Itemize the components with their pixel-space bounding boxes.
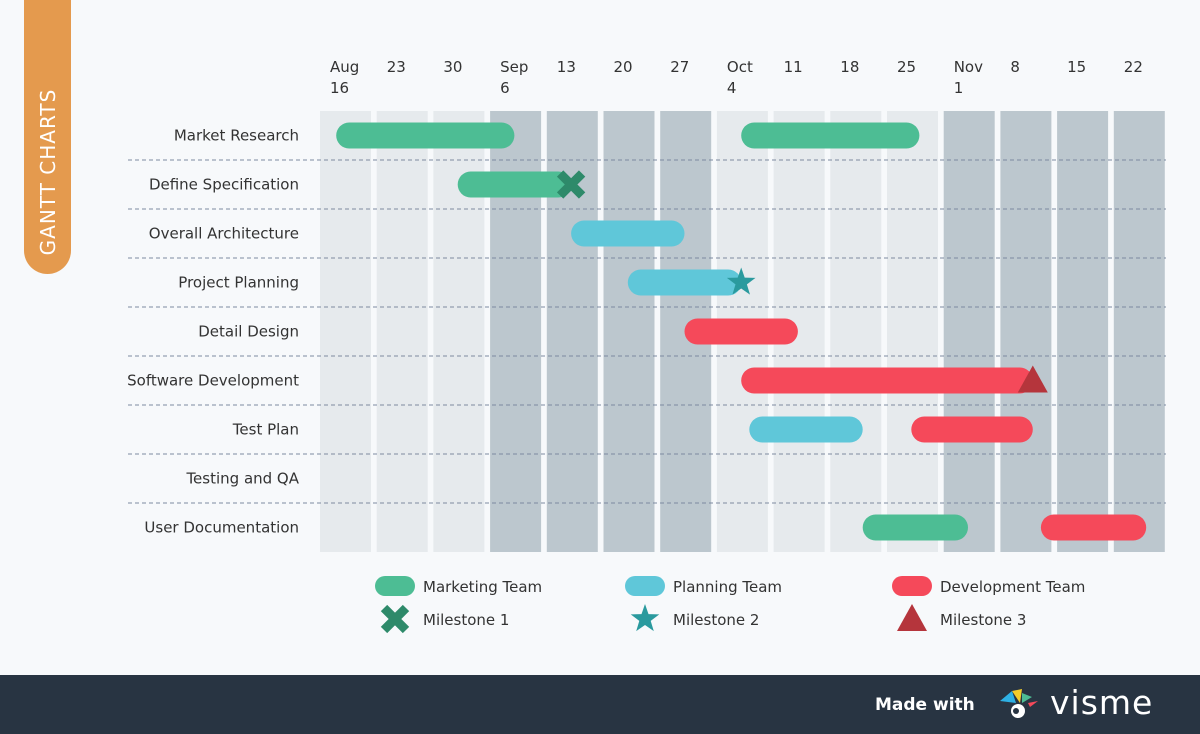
legend-label: Milestone 1 — [423, 611, 509, 629]
task-bar-planning — [749, 416, 863, 443]
milestone-2-star-icon — [630, 604, 660, 632]
week-column — [1057, 111, 1109, 552]
week-column — [830, 111, 882, 552]
legend-label: Development Team — [940, 578, 1085, 596]
legend-label: Planning Team — [673, 578, 782, 596]
week-label: 8 — [1010, 58, 1020, 76]
task-label: Project Planning — [178, 274, 299, 292]
task-bar-development — [741, 367, 1033, 394]
week-label: 13 — [557, 58, 576, 76]
task-label: Testing and QA — [185, 470, 299, 488]
side-tag: GANTT CHARTS — [24, 0, 71, 274]
week-label: 20 — [614, 58, 633, 76]
task-bar-development — [684, 318, 798, 345]
legend-swatch-development — [892, 576, 932, 596]
week-label: Nov — [954, 58, 983, 76]
task-label: Overall Architecture — [149, 225, 299, 243]
week-label: Oct — [727, 58, 753, 76]
task-bar-planning — [627, 269, 742, 296]
legend-swatch-marketing — [375, 576, 415, 596]
task-bar-development — [1040, 514, 1147, 541]
task-label: Software Development — [127, 372, 299, 390]
task-bar-marketing — [741, 122, 920, 149]
task-label: Test Plan — [232, 421, 299, 439]
task-bar-development — [911, 416, 1033, 443]
week-label: 18 — [840, 58, 859, 76]
week-column — [887, 111, 938, 552]
legend-label: Milestone 2 — [673, 611, 759, 629]
task-bar-marketing — [457, 171, 572, 198]
task-label: Define Specification — [149, 176, 299, 194]
made-with-text: Made with — [875, 695, 975, 715]
week-label: 22 — [1124, 58, 1143, 76]
week-label: 23 — [387, 58, 406, 76]
footer: Made with visme — [0, 675, 1200, 734]
week-label: 6 — [500, 79, 510, 97]
legend-label: Milestone 3 — [940, 611, 1026, 629]
week-column — [1000, 111, 1052, 552]
week-column — [603, 111, 655, 552]
task-label: Detail Design — [198, 323, 299, 341]
task-bar-marketing — [336, 122, 515, 149]
week-label: 27 — [670, 58, 689, 76]
week-label: 16 — [330, 79, 349, 97]
milestone-1-x-icon — [556, 170, 586, 199]
legend-swatch-planning — [625, 576, 665, 596]
task-bar-marketing — [862, 514, 968, 541]
brand-name: visme — [1050, 683, 1154, 722]
milestone-3-triangle-icon — [897, 604, 927, 631]
week-column — [943, 111, 995, 552]
task-bar-planning — [571, 220, 685, 247]
week-label: Aug — [330, 58, 359, 76]
week-label: 1 — [954, 79, 964, 97]
week-label: 30 — [443, 58, 462, 76]
week-column — [1113, 111, 1165, 552]
task-label: Market Research — [174, 127, 299, 145]
milestone-2-star-icon — [726, 267, 756, 295]
visme-logo-icon — [1000, 689, 1038, 718]
task-label: User Documentation — [144, 519, 299, 537]
week-column — [320, 111, 371, 552]
milestone-1-x-icon — [380, 604, 410, 634]
week-label: Sep — [500, 58, 528, 76]
week-label: 25 — [897, 58, 916, 76]
week-label: 11 — [784, 58, 803, 76]
week-column — [376, 111, 428, 552]
milestone-3-triangle-icon — [1017, 365, 1048, 393]
week-label: 15 — [1067, 58, 1086, 76]
legend-label: Marketing Team — [423, 578, 542, 596]
week-label: 4 — [727, 79, 737, 97]
